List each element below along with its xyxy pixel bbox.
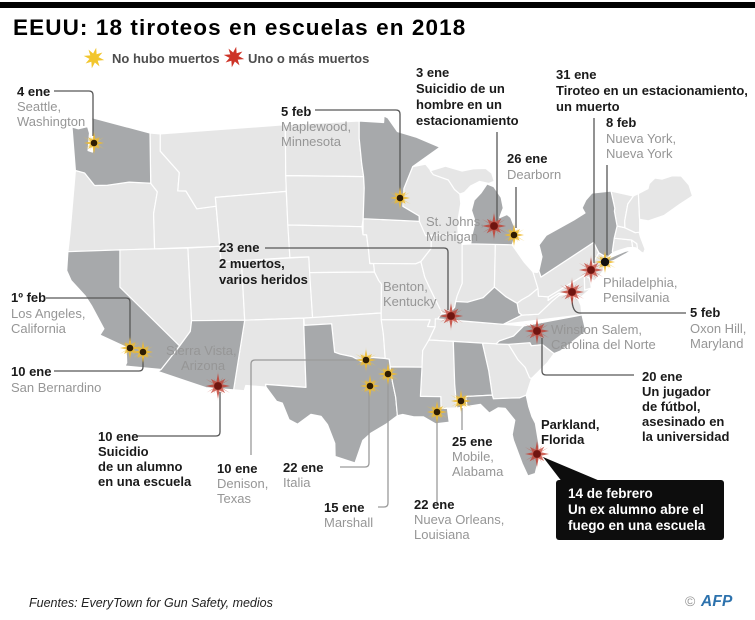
svg-text:Suicidio: Suicidio xyxy=(98,444,149,459)
svg-text:Louisiana: Louisiana xyxy=(414,527,470,542)
svg-text:4 ene: 4 ene xyxy=(17,84,50,99)
svg-text:©: © xyxy=(685,593,696,609)
svg-text:Nueva York,: Nueva York, xyxy=(606,131,676,146)
svg-text:EEUU: 18 tiroteos en escuelas: EEUU: 18 tiroteos en escuelas en 2018 xyxy=(13,15,466,40)
svg-text:California: California xyxy=(11,321,67,336)
svg-text:Uno o más muertos: Uno o más muertos xyxy=(248,51,369,66)
svg-text:Benton,: Benton, xyxy=(383,279,428,294)
svg-text:Un ex alumno abre el: Un ex alumno abre el xyxy=(568,502,704,517)
svg-text:3 ene: 3 ene xyxy=(416,65,449,80)
svg-text:un muerto: un muerto xyxy=(556,99,620,114)
svg-text:en una escuela: en una escuela xyxy=(98,474,192,489)
svg-text:Alabama: Alabama xyxy=(452,464,504,479)
svg-text:fuego en una escuela: fuego en una escuela xyxy=(568,518,706,533)
svg-text:Carolina del Norte: Carolina del Norte xyxy=(551,337,656,352)
svg-text:2 muertos,: 2 muertos, xyxy=(219,256,285,271)
svg-text:No hubo muertos: No hubo muertos xyxy=(112,51,220,66)
svg-text:Minnesota: Minnesota xyxy=(281,134,342,149)
svg-text:Oxon Hill,: Oxon Hill, xyxy=(690,321,746,336)
svg-text:1º feb: 1º feb xyxy=(11,290,46,305)
svg-text:Dearborn: Dearborn xyxy=(507,167,561,182)
svg-text:Tiroteo en un estacionamiento,: Tiroteo en un estacionamiento, xyxy=(556,83,748,98)
svg-text:20 ene: 20 ene xyxy=(642,369,682,384)
svg-text:10 ene: 10 ene xyxy=(98,429,138,444)
svg-text:Arizona: Arizona xyxy=(181,358,226,373)
svg-text:Pensilvania: Pensilvania xyxy=(603,290,670,305)
svg-text:31 ene: 31 ene xyxy=(556,67,596,82)
svg-text:Washington: Washington xyxy=(17,114,85,129)
svg-text:Kentucky: Kentucky xyxy=(383,294,437,309)
svg-text:Los Angeles,: Los Angeles, xyxy=(11,306,85,321)
svg-text:Parkland,: Parkland, xyxy=(541,417,600,432)
svg-text:AFP: AFP xyxy=(700,593,733,610)
svg-text:23 ene: 23 ene xyxy=(219,240,259,255)
svg-text:Maryland: Maryland xyxy=(690,336,743,351)
svg-text:Un jugador: Un jugador xyxy=(642,384,711,399)
svg-text:Sierra Vista,: Sierra Vista, xyxy=(166,343,237,358)
svg-text:14 de febrero: 14 de febrero xyxy=(568,486,653,501)
svg-text:26 ene: 26 ene xyxy=(507,151,547,166)
svg-text:5 feb: 5 feb xyxy=(690,305,720,320)
svg-text:Winston Salem,: Winston Salem, xyxy=(551,322,642,337)
svg-text:Florida: Florida xyxy=(541,432,585,447)
svg-text:Fuentes: EveryTown for Gun Saf: Fuentes: EveryTown for Gun Safety, medio… xyxy=(29,596,273,610)
svg-text:St. Johns,: St. Johns, xyxy=(426,214,484,229)
svg-text:San Bernardino: San Bernardino xyxy=(11,380,101,395)
svg-text:de un alumno: de un alumno xyxy=(98,459,183,474)
svg-text:estacionamiento: estacionamiento xyxy=(416,113,519,128)
svg-text:Nueva York: Nueva York xyxy=(606,146,673,161)
svg-text:Mobile,: Mobile, xyxy=(452,449,494,464)
svg-text:Philadelphia,: Philadelphia, xyxy=(603,275,677,290)
svg-text:Italia: Italia xyxy=(283,475,311,490)
svg-text:Maplewood,: Maplewood, xyxy=(281,119,351,134)
svg-text:8 feb: 8 feb xyxy=(606,115,636,130)
svg-text:10 ene: 10 ene xyxy=(11,364,51,379)
svg-text:15 ene: 15 ene xyxy=(324,500,364,515)
svg-text:asesinado en: asesinado en xyxy=(642,414,724,429)
svg-text:Michigan: Michigan xyxy=(426,229,478,244)
svg-text:Nueva Orleans,: Nueva Orleans, xyxy=(414,512,504,527)
svg-text:la universidad: la universidad xyxy=(642,429,729,444)
svg-text:Denison,: Denison, xyxy=(217,476,268,491)
svg-text:22 ene: 22 ene xyxy=(414,497,454,512)
svg-text:hombre en un: hombre en un xyxy=(416,97,502,112)
svg-text:10 ene: 10 ene xyxy=(217,461,257,476)
svg-text:5 feb: 5 feb xyxy=(281,104,311,119)
svg-text:Marshall: Marshall xyxy=(324,515,373,530)
svg-text:Texas: Texas xyxy=(217,491,251,506)
svg-text:Suicidio de un: Suicidio de un xyxy=(416,81,505,96)
svg-text:de fútbol,: de fútbol, xyxy=(642,399,701,414)
svg-text:varios heridos: varios heridos xyxy=(219,272,308,287)
svg-text:Seattle,: Seattle, xyxy=(17,99,61,114)
svg-text:25 ene: 25 ene xyxy=(452,434,492,449)
svg-text:22 ene: 22 ene xyxy=(283,460,323,475)
